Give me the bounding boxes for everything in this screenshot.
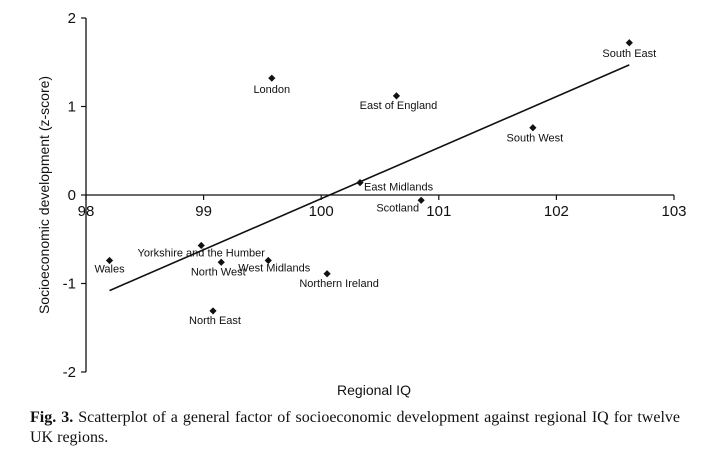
x-tick-label: 100: [309, 203, 334, 220]
y-axis-title: Socioeconomic development (z-score): [36, 76, 52, 314]
data-point-marker: [356, 179, 364, 187]
data-point-label: West Midlands: [238, 262, 310, 274]
data-point-label: East of England: [360, 100, 438, 112]
data-point-marker: [217, 258, 225, 266]
data-point-label: London: [253, 84, 290, 96]
x-tick-label: 99: [195, 203, 212, 220]
data-point-label: Northern Ireland: [299, 278, 379, 290]
y-tick-label: 0: [68, 187, 76, 204]
tick-labels: 2 1 0 -1 -2 98 99 100 101 102 103: [63, 10, 687, 381]
scatter-chart: 2 1 0 -1 -2 98 99 100 101 102 103 South East London…: [36, 10, 687, 398]
data-point-marker: [197, 241, 205, 250]
data-point-marker: [625, 39, 633, 47]
x-tick-label: 101: [426, 203, 451, 220]
data-point-label: North West: [191, 266, 246, 278]
data-point-marker: [392, 92, 401, 100]
caption-prefix: Fig. 3.: [30, 409, 74, 426]
data-point-label: Scotland: [376, 202, 419, 214]
y-tick-label: 1: [68, 99, 76, 116]
x-axis-title: Regional IQ: [337, 382, 411, 398]
data-point-label: South East: [602, 48, 656, 60]
y-tick-label: -1: [63, 276, 76, 293]
data-point-label: Wales: [94, 263, 125, 275]
data-point-marker: [323, 270, 331, 278]
x-tick-label: 103: [661, 203, 686, 220]
data-point-label: South West: [507, 133, 564, 145]
data-point-marker: [264, 256, 272, 265]
data-point-marker: [417, 196, 425, 204]
data-point-marker: [209, 307, 217, 315]
x-tick-label: 98: [78, 203, 95, 220]
x-tick-label: 102: [544, 203, 569, 220]
figure-caption: Fig. 3. Scatterplot of a general factor …: [30, 408, 680, 448]
data-point-label: North East: [189, 315, 241, 327]
y-tick-label: -2: [63, 364, 76, 381]
data-point-marker: [529, 124, 537, 132]
data-points: South East London East of England South Wes…: [94, 39, 656, 327]
trendline: [109, 64, 630, 292]
caption-text: Scatterplot of a general factor of socio…: [30, 409, 680, 446]
data-point-label: East Midlands: [364, 182, 434, 194]
data-point-marker: [268, 74, 276, 82]
y-tick-label: 2: [68, 10, 76, 27]
data-point-label: Yorkshire and the Humber: [138, 247, 266, 259]
axes: [81, 17, 675, 373]
data-point-marker: [105, 256, 114, 265]
trendline-path: [109, 64, 630, 292]
